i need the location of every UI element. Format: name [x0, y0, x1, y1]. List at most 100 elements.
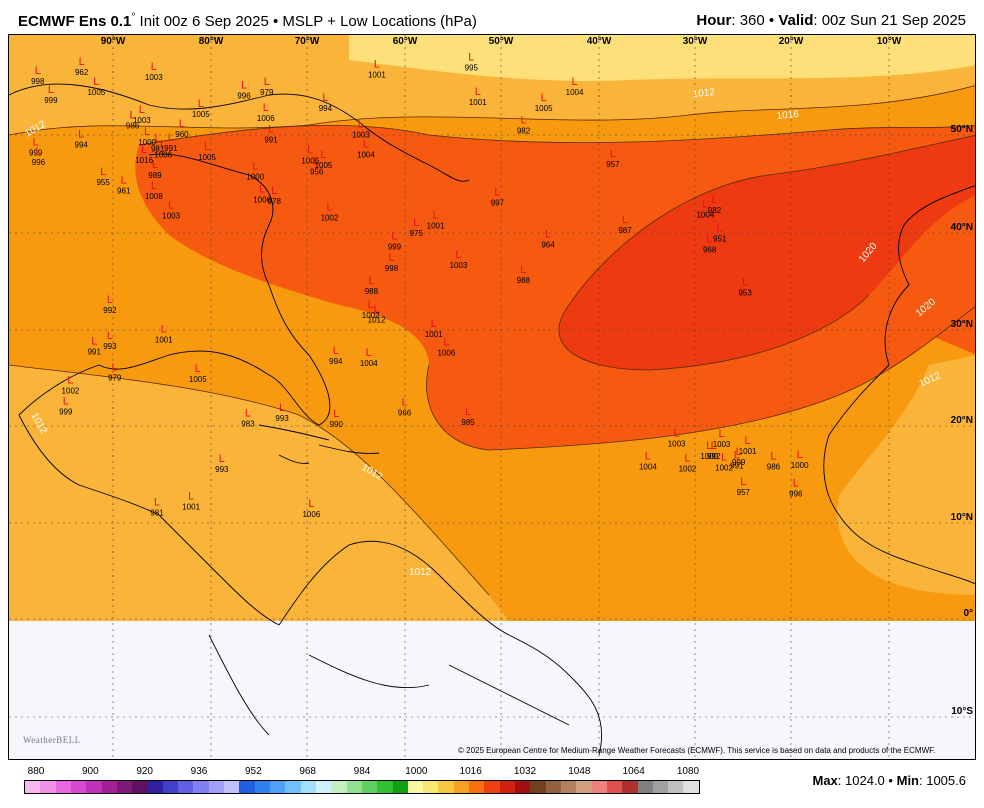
low-pressure-value: 1004 [696, 211, 714, 220]
legend-tick-label: 920 [136, 766, 153, 777]
low-pressure-value: 1000 [791, 461, 809, 470]
low-marker: L [179, 118, 185, 130]
legend-swatch [116, 781, 133, 793]
low-marker: L [520, 264, 526, 276]
low-marker: L [204, 141, 210, 153]
legend-swatch [515, 781, 531, 793]
valid-label: Valid [778, 12, 814, 29]
low-pressure-value: 999 [44, 96, 58, 105]
low-marker: L [431, 318, 437, 330]
low-marker: L [684, 452, 690, 464]
legend-swatch [407, 781, 424, 793]
low-pressure-value: 1004 [566, 88, 584, 97]
low-marker: L [363, 138, 369, 150]
low-pressure-value: 1003 [713, 440, 731, 449]
legend-tick-label: 952 [244, 766, 262, 777]
legend-tick-label: 936 [190, 766, 208, 777]
legend-swatch [637, 781, 653, 793]
max-value: : 1024.0 [837, 773, 885, 788]
low-pressure-value: 1006 [302, 510, 320, 519]
legend-swatch [683, 781, 699, 793]
legend-swatch [86, 781, 102, 793]
title-separator: • [272, 13, 279, 30]
legend-swatch [254, 781, 270, 793]
pressure-fill-1008-1012-west [9, 365, 509, 621]
legend-swatch [132, 781, 148, 793]
legend-swatch [285, 781, 301, 793]
low-marker: L [252, 161, 258, 173]
low-pressure-value: 996 [32, 158, 46, 167]
low-marker: L [264, 76, 270, 88]
low-pressure-value: 1001 [155, 335, 173, 344]
coastlines [9, 83, 975, 756]
low-pressure-value: 1003 [162, 211, 180, 220]
pressure-legend: 880 900 920 936 952 968 984 1000 1016 1032 1048 106… [24, 766, 700, 794]
isobar-label: 1012 [692, 87, 716, 100]
low-marker: L [35, 65, 41, 77]
low-marker: L [219, 453, 225, 465]
low-pressure-value: 988 [365, 287, 379, 296]
low-marker: L [245, 408, 251, 420]
low-pressure-value: 994 [75, 141, 89, 150]
low-pressure-value: 1000 [138, 138, 156, 147]
low-marker: L [443, 337, 449, 349]
low-marker: L [314, 155, 320, 167]
low-pressure-value: 996 [237, 92, 251, 101]
low-marker: L [308, 498, 314, 510]
low-pressure-value: 991 [730, 462, 744, 471]
low-pressure-value: 993 [215, 465, 229, 474]
low-pressure-value: 982 [708, 206, 722, 215]
low-pressure-value: 979 [108, 374, 122, 383]
low-marker: L [322, 92, 328, 104]
coastline-europe-africa [823, 185, 975, 585]
legend-tick-label: 984 [353, 766, 371, 777]
low-marker: L [91, 335, 97, 347]
low-marker: L [333, 345, 339, 357]
legend-swatch [668, 781, 684, 793]
low-marker: L [151, 180, 157, 192]
product-name: MSLP + Low Locations (hPa) [282, 13, 477, 30]
low-marker: L [455, 249, 461, 261]
isobar-label: 1012 [409, 567, 432, 578]
longitude-label: 20°W [779, 36, 804, 47]
map-title: ECMWF Ens 0.1° Init 00z 6 Sep 2025 • MSL… [18, 12, 477, 30]
low-pressure-value: 999 [29, 149, 43, 158]
low-pressure-value: 993 [275, 414, 289, 423]
low-pressure-value: 961 [117, 187, 131, 196]
low-marker: L [719, 428, 725, 440]
low-marker: L [168, 132, 174, 144]
low-marker: L [368, 299, 374, 311]
map-stats: Max: 1024.0 • Min: 1005.6 [813, 773, 967, 788]
pressure-fill-1008-1012-east [837, 355, 975, 595]
latitude-label: 20°N [951, 415, 973, 426]
legend-swatch [453, 781, 470, 793]
legend-swatch [40, 781, 56, 793]
legend-tick-label: 1048 [568, 766, 591, 777]
legend-tick-label: 900 [81, 766, 99, 777]
legend-swatch [178, 781, 194, 793]
low-pressure-value: 978 [268, 197, 282, 206]
low-pressure-value: 1003 [450, 261, 468, 270]
legend-tick-label: 1016 [459, 766, 482, 777]
legend-swatch [331, 781, 347, 793]
low-marker: L [107, 330, 113, 342]
low-pressure-value: 997 [491, 198, 505, 207]
low-pressure-value: 951 [713, 234, 727, 243]
latitude-label: 0° [963, 608, 973, 619]
low-marker: L [152, 159, 158, 171]
low-marker: L [706, 440, 712, 452]
longitude-label: 90°W [101, 36, 126, 47]
legend-swatch [25, 781, 41, 793]
low-marker: L [33, 137, 39, 149]
low-marker: L [391, 230, 397, 242]
low-pressure-value: 999 [59, 408, 73, 417]
low-pressure-value: 1002 [321, 213, 339, 222]
south-america-borders [208, 634, 570, 736]
legend-swatch [499, 781, 515, 793]
legend-swatch [55, 781, 71, 793]
latitude-label: 30°N [951, 319, 973, 330]
low-marker: L [144, 126, 150, 138]
low-marker: L [674, 427, 680, 439]
low-marker: L [130, 110, 136, 122]
legend-tick-label: 1000 [405, 766, 428, 777]
